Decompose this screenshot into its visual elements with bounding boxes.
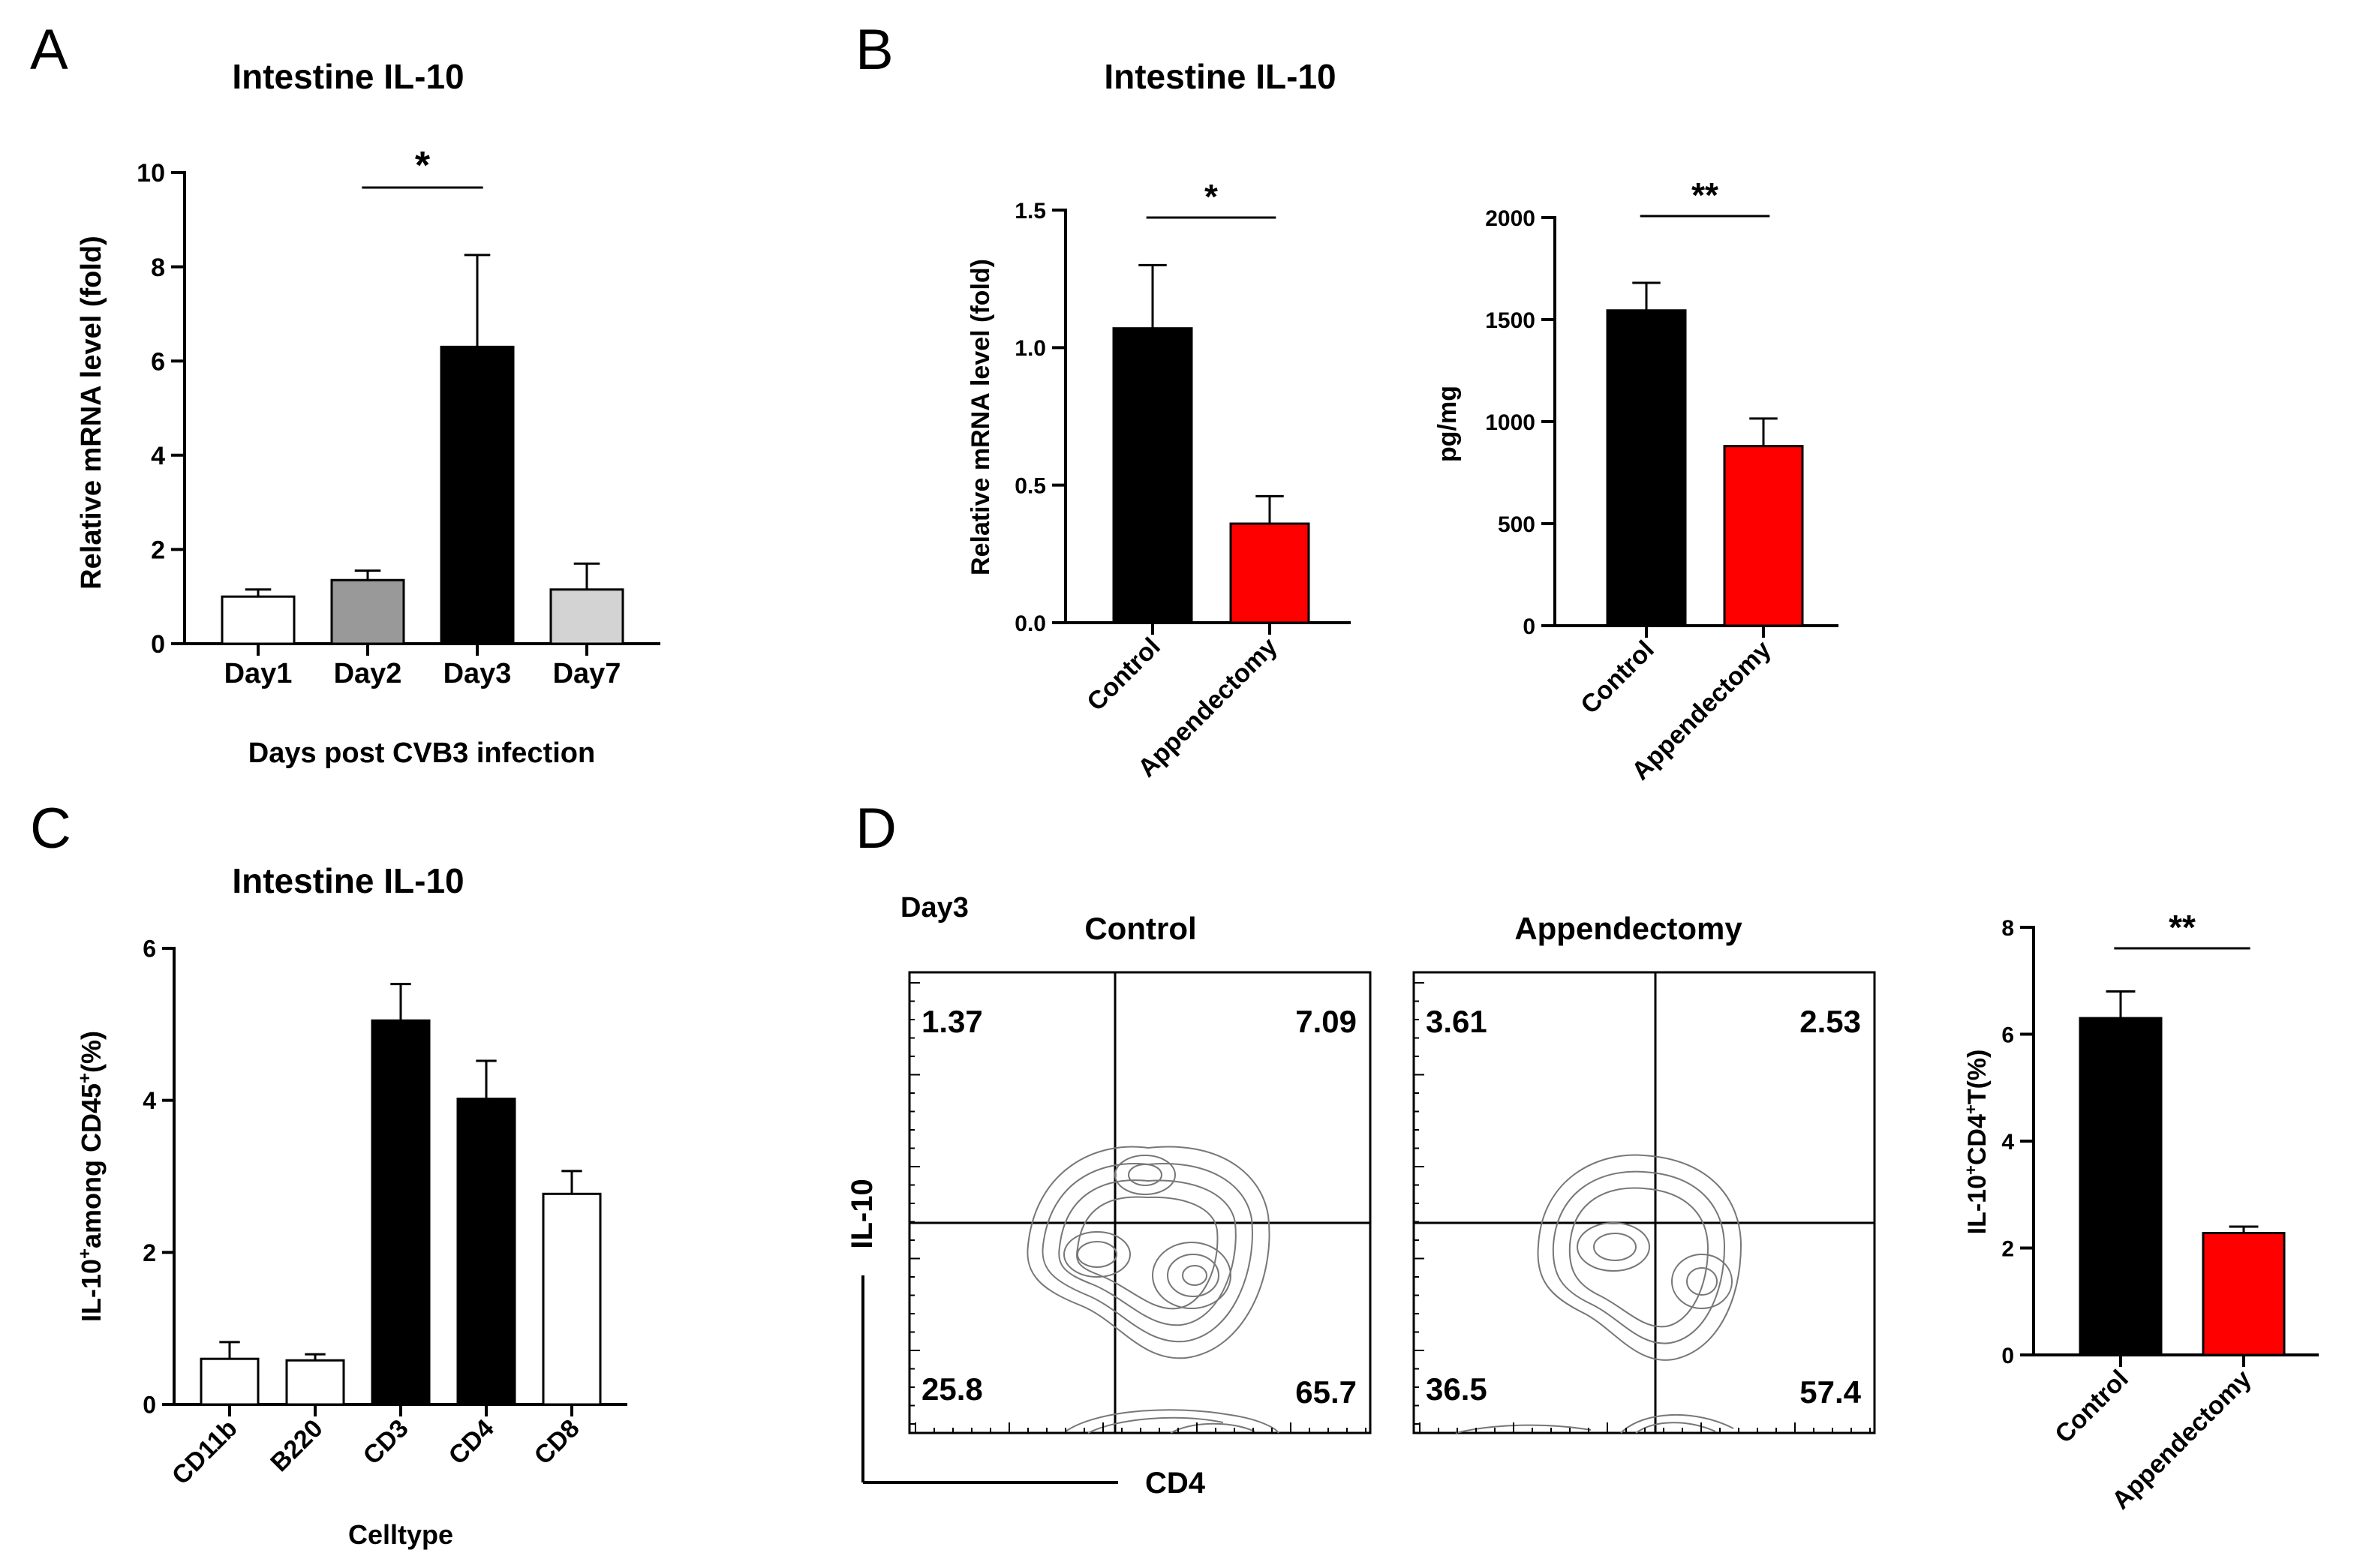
bar-cd4 [456,1098,516,1406]
y-tick-label: 0.5 [1015,473,1046,498]
category-label: Day7 [553,658,621,689]
y-tick-label: 1.0 [1015,336,1046,361]
quadrant-appendectomy-lr: 57.4 [1799,1374,1861,1410]
y-tick-label: 0.0 [1015,611,1046,636]
bar-control [1606,309,1687,627]
quadrant-appendectomy-ul: 3.61 [1426,1004,1487,1039]
category-label: CD8 [529,1414,585,1470]
bar-day7 [549,588,624,645]
contour-density-appendectomy [1455,1154,1742,1434]
panel-label-d: D [855,797,897,861]
quadrant-control-lr: 65.7 [1295,1374,1357,1410]
quadrant-appendectomy-ur: 2.53 [1799,1004,1861,1039]
bar-cd11b [200,1357,260,1406]
y-tick-label: 4 [143,1087,156,1114]
category-label: Day1 [224,658,293,689]
quadrant-control-ul: 1.37 [921,1004,983,1039]
y-tick-label: 8 [151,254,165,282]
significance-stars: * [1204,177,1218,216]
xlabel-c: Celltype [348,1519,453,1550]
category-label: Control [1575,635,1659,719]
y-tick-label: 4 [2001,1130,2014,1155]
quadrant-control-ur: 7.09 [1295,1004,1357,1039]
y-tick-label: 6 [151,347,165,376]
bar-appendectomy [1229,522,1310,624]
quadrant-appendectomy-ll: 36.5 [1426,1371,1487,1407]
y-tick-label: 10 [137,159,165,188]
category-label: Control [1081,632,1165,716]
y-tick-label: 0 [143,1392,156,1419]
contour-density-control [1027,1146,1279,1434]
panel-label-c: C [30,797,71,861]
category-label: B220 [265,1414,328,1477]
flow-ylabel: IL-10 [846,1179,879,1248]
bar-appendectomy [1723,445,1804,627]
flow-title-appendectomy: Appendectomy [1514,911,1742,946]
ylabel-b2: pg/mg [1433,386,1462,462]
ylabel-d2: IL-10+CD4+T(%) [1962,1050,1992,1235]
y-tick-label: 2000 [1485,206,1535,231]
panel-label-b: B [855,18,894,82]
y-tick-label: 0 [1523,614,1535,639]
ylabel-b: Relative mRNA level (fold) [967,259,995,575]
xlabel-a: Days post CVB3 infection [248,737,595,769]
flow-plot-control [908,971,1372,1434]
bar-control [2079,1017,2163,1356]
y-tick-label: 1500 [1485,308,1535,333]
bar-day2 [330,578,405,645]
y-tick-label: 0 [151,630,165,659]
bar-day3 [440,345,515,645]
category-label: Control [2049,1365,2133,1449]
panel-label-a: A [30,18,68,82]
timepoint-label: Day3 [900,892,969,924]
title-a: Intestine IL-10 [232,57,464,96]
y-tick-label: 2 [2001,1236,2014,1261]
y-tick-label: 6 [143,936,156,963]
significance-stars: ** [2169,908,2196,947]
significance-stars: * [415,144,431,188]
y-tick-label: 500 [1498,512,1535,537]
y-tick-label: 2 [143,1239,156,1266]
category-label: CD3 [358,1414,414,1470]
category-label: Day2 [334,658,402,689]
y-tick-label: 8 [2001,916,2014,941]
category-label: CD4 [443,1414,500,1470]
flow-title-control: Control [1084,911,1196,946]
y-tick-label: 0 [2001,1344,2014,1368]
title-b: Intestine IL-10 [1104,57,1336,96]
quadrant-control-ll: 25.8 [921,1371,983,1407]
significance-stars: ** [1691,176,1718,215]
bar-appendectomy [2202,1232,2286,1356]
flow-axis-corner [861,1275,1118,1484]
bar-control [1112,327,1193,624]
y-tick-label: 4 [151,442,165,470]
bar-cd8 [542,1192,602,1406]
bar-b220 [285,1359,345,1406]
y-tick-label: 2 [151,536,165,565]
flow-xlabel: CD4 [1145,1467,1206,1500]
flow-plot-appendectomy [1412,971,1876,1434]
ylabel-c: IL-10+among CD45+(%) [75,1031,107,1322]
category-label: CD11b [167,1414,243,1491]
title-c: Intestine IL-10 [232,861,464,900]
bar-chart-a: 0 2 4 6 8 10 Day1 Day2 Day3 Day7 * [137,144,660,689]
bar-cd3 [371,1019,431,1406]
bar-day1 [221,595,296,645]
y-tick-label: 1000 [1485,410,1535,435]
bar-chart-c: 0 2 4 6 CD11b B220 CD3 CD4 CD8 [143,936,627,1491]
y-tick-label: 1.5 [1015,199,1046,224]
category-label: Day3 [443,658,512,689]
y-tick-label: 6 [2001,1023,2014,1047]
ylabel-a: Relative mRNA level (fold) [76,236,107,590]
